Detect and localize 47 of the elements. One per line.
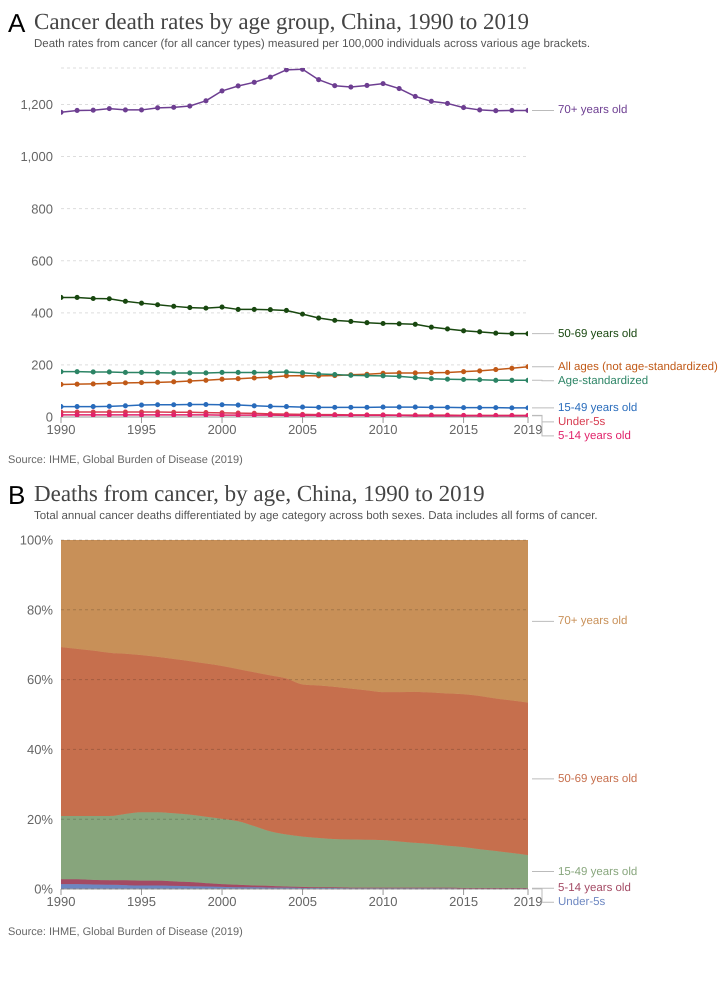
- x-tick-label: 1990: [46, 422, 76, 438]
- y-tick-label: 800: [31, 201, 53, 216]
- y-tick-label: 80%: [26, 602, 54, 618]
- x-tick-label: 2015: [449, 422, 478, 438]
- y-tick-label: 1,000: [20, 149, 53, 164]
- y-tick-label: 200: [31, 358, 53, 373]
- chart-subtitle: Total annual cancer deaths differentiated by age category across both sexes. Data includes all forms of cancer.: [34, 510, 598, 522]
- y-tick-label: 20%: [26, 812, 54, 827]
- x-tick-label: 2019: [514, 894, 542, 910]
- source-note: Source: IHME, Global Burden of Disease (2019): [8, 454, 244, 466]
- x-tick-label: 1995: [127, 894, 156, 910]
- text: A: [8, 8, 26, 38]
- y-tick-label: 400: [31, 305, 53, 320]
- text: Under-5s: [558, 895, 606, 910]
- x-tick-label: 2005: [288, 894, 318, 910]
- text: All ages (not age-standardized): [558, 360, 718, 374]
- text: 5-14 years old: [558, 428, 631, 443]
- y-tick-label: 60%: [26, 672, 54, 688]
- source-note: Source: IHME, Global Burden of Disease (2019): [8, 926, 244, 938]
- x-tick-label: 2005: [288, 422, 318, 438]
- y-tick-label: 600: [31, 253, 53, 268]
- chart-title: Deaths from cancer, by age, China, 1990 to 2019: [34, 480, 486, 508]
- x-tick-label: 1990: [46, 894, 76, 910]
- x-tick-label: 2000: [208, 894, 236, 910]
- x-tick-label: 2019: [514, 422, 542, 438]
- x-tick-label: 2000: [208, 422, 236, 438]
- y-tick-label: 100%: [20, 532, 54, 548]
- text: B: [8, 480, 26, 510]
- text: Under-5s: [558, 414, 606, 429]
- x-tick-label: 2010: [368, 894, 398, 910]
- text: 70+ years old: [558, 614, 628, 628]
- text: 15-49 years old: [558, 864, 638, 879]
- chart-subtitle: Death rates from cancer (for all cancer types) measured per 100,000 individuals across various age brackets.: [34, 38, 590, 50]
- x-tick-label: 2010: [368, 422, 398, 438]
- text: Age-standardized: [558, 374, 648, 388]
- text: 70+ years old: [558, 103, 628, 118]
- chart-title: Cancer death rates by age group, China, 1990 to 2019: [34, 8, 530, 36]
- text: 50-69 years old: [558, 772, 638, 786]
- text: 50-69 years old: [558, 326, 638, 341]
- y-tick-label: 40%: [26, 742, 54, 758]
- text: 5-14 years old: [558, 881, 631, 896]
- text: 15-49 years old: [558, 400, 638, 415]
- x-tick-label: 2015: [449, 894, 478, 910]
- x-tick-label: 1995: [127, 422, 156, 438]
- y-tick-label: 1,200: [20, 97, 53, 112]
- y-tick-label: 0%: [34, 882, 54, 897]
- y-tick-label: 0: [46, 410, 53, 425]
